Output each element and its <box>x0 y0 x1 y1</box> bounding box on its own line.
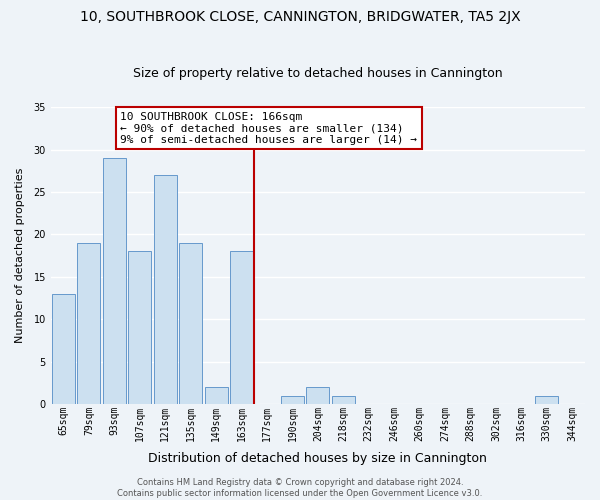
Bar <box>128 252 151 404</box>
Bar <box>281 396 304 404</box>
Bar <box>205 388 227 404</box>
Bar <box>154 175 176 404</box>
Text: Contains HM Land Registry data © Crown copyright and database right 2024.
Contai: Contains HM Land Registry data © Crown c… <box>118 478 482 498</box>
Text: 10, SOUTHBROOK CLOSE, CANNINGTON, BRIDGWATER, TA5 2JX: 10, SOUTHBROOK CLOSE, CANNINGTON, BRIDGW… <box>80 10 520 24</box>
Bar <box>52 294 75 404</box>
Bar <box>535 396 558 404</box>
Bar <box>179 243 202 404</box>
Bar <box>307 388 329 404</box>
Bar <box>332 396 355 404</box>
Bar <box>103 158 126 404</box>
Bar <box>77 243 100 404</box>
X-axis label: Distribution of detached houses by size in Cannington: Distribution of detached houses by size … <box>148 452 487 465</box>
Title: Size of property relative to detached houses in Cannington: Size of property relative to detached ho… <box>133 66 503 80</box>
Bar <box>230 252 253 404</box>
Y-axis label: Number of detached properties: Number of detached properties <box>15 168 25 344</box>
Text: 10 SOUTHBROOK CLOSE: 166sqm
← 90% of detached houses are smaller (134)
9% of sem: 10 SOUTHBROOK CLOSE: 166sqm ← 90% of det… <box>120 112 417 144</box>
